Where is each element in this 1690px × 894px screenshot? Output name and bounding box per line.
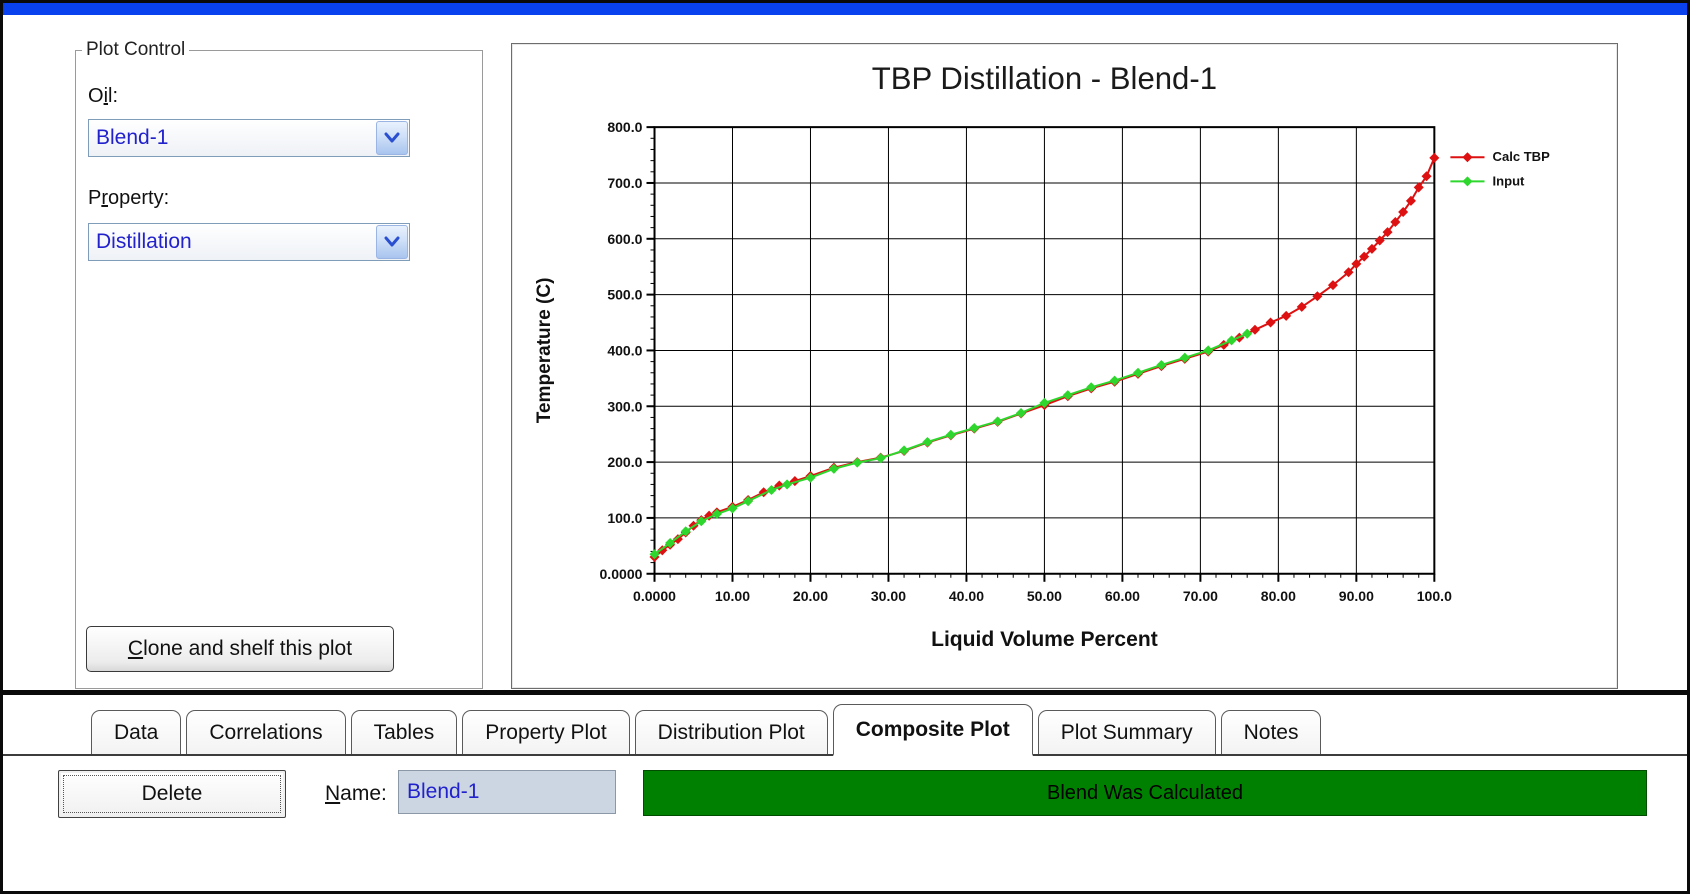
tab-property-plot[interactable]: Property Plot <box>462 710 630 754</box>
svg-text:0.0000: 0.0000 <box>600 566 643 582</box>
svg-text:70.00: 70.00 <box>1183 588 1218 604</box>
tab-plot-summary[interactable]: Plot Summary <box>1037 710 1216 754</box>
svg-text:40.00: 40.00 <box>949 588 984 604</box>
property-label: Property: <box>88 187 170 209</box>
svg-text:600.0: 600.0 <box>607 231 642 247</box>
svg-text:300.0: 300.0 <box>607 398 642 414</box>
svg-text:Liquid Volume Percent: Liquid Volume Percent <box>931 628 1158 651</box>
svg-text:500.0: 500.0 <box>607 287 642 303</box>
oil-combobox[interactable]: Blend-1 <box>88 119 410 157</box>
svg-text:200.0: 200.0 <box>607 454 642 470</box>
svg-text:80.00: 80.00 <box>1261 588 1296 604</box>
svg-text:10.00: 10.00 <box>715 588 750 604</box>
status-bar: Blend Was Calculated <box>643 770 1647 816</box>
tab-correlations[interactable]: Correlations <box>186 710 346 754</box>
chart-canvas: TBP Distillation - Blend-1 0.0000 10.00 20.… <box>534 61 1551 651</box>
plot-control-group: Plot Control Oil: Blend-1 Property: Dist… <box>75 39 483 689</box>
property-combobox-value: Distillation <box>96 230 192 253</box>
svg-text:TBP Distillation - Blend-1: TBP Distillation - Blend-1 <box>872 61 1217 96</box>
svg-text:400.0: 400.0 <box>607 342 642 358</box>
bottom-bar: Delete Name: Blend Was Calculated <box>3 758 1687 891</box>
plot-page: Plot Control Oil: Blend-1 Property: Dist… <box>3 15 1687 695</box>
tab-strip: Data Correlations Tables Property Plot Distr… <box>3 700 1687 756</box>
svg-text:100.0: 100.0 <box>1417 588 1452 604</box>
tbp-distillation-chart: TBP Distillation - Blend-1 0.0000 10.00 20.… <box>511 43 1618 689</box>
chevron-down-icon[interactable] <box>376 121 408 155</box>
oil-label: Oil: <box>88 85 119 107</box>
svg-text:20.00: 20.00 <box>793 588 828 604</box>
tab-tables[interactable]: Tables <box>350 710 458 754</box>
svg-text:Temperature (C): Temperature (C) <box>534 278 555 424</box>
property-combobox[interactable]: Distillation <box>88 223 410 261</box>
svg-text:700.0: 700.0 <box>607 175 642 191</box>
name-label: Name: <box>325 782 387 805</box>
svg-text:800.0: 800.0 <box>607 119 642 135</box>
svg-text:100.0: 100.0 <box>607 510 642 526</box>
svg-text:30.00: 30.00 <box>871 588 906 604</box>
oil-combobox-value: Blend-1 <box>96 126 169 149</box>
svg-text:Input: Input <box>1493 173 1526 188</box>
svg-text:50.00: 50.00 <box>1027 588 1062 604</box>
tab-data[interactable]: Data <box>91 710 182 754</box>
svg-text:60.00: 60.00 <box>1105 588 1140 604</box>
svg-text:0.0000: 0.0000 <box>633 588 676 604</box>
delete-button[interactable]: Delete <box>58 770 286 818</box>
svg-text:90.00: 90.00 <box>1339 588 1374 604</box>
clone-and-shelf-button[interactable]: Clone and shelf this plot <box>86 626 394 672</box>
tab-notes[interactable]: Notes <box>1220 710 1322 754</box>
window-titlebar <box>3 3 1687 15</box>
svg-text:Calc TBP: Calc TBP <box>1493 149 1551 164</box>
tab-composite-plot[interactable]: Composite Plot <box>832 704 1033 756</box>
plot-control-legend: Plot Control <box>86 39 186 60</box>
chevron-down-icon[interactable] <box>376 225 408 259</box>
tab-distribution-plot[interactable]: Distribution Plot <box>634 710 828 754</box>
name-input[interactable] <box>398 770 616 814</box>
